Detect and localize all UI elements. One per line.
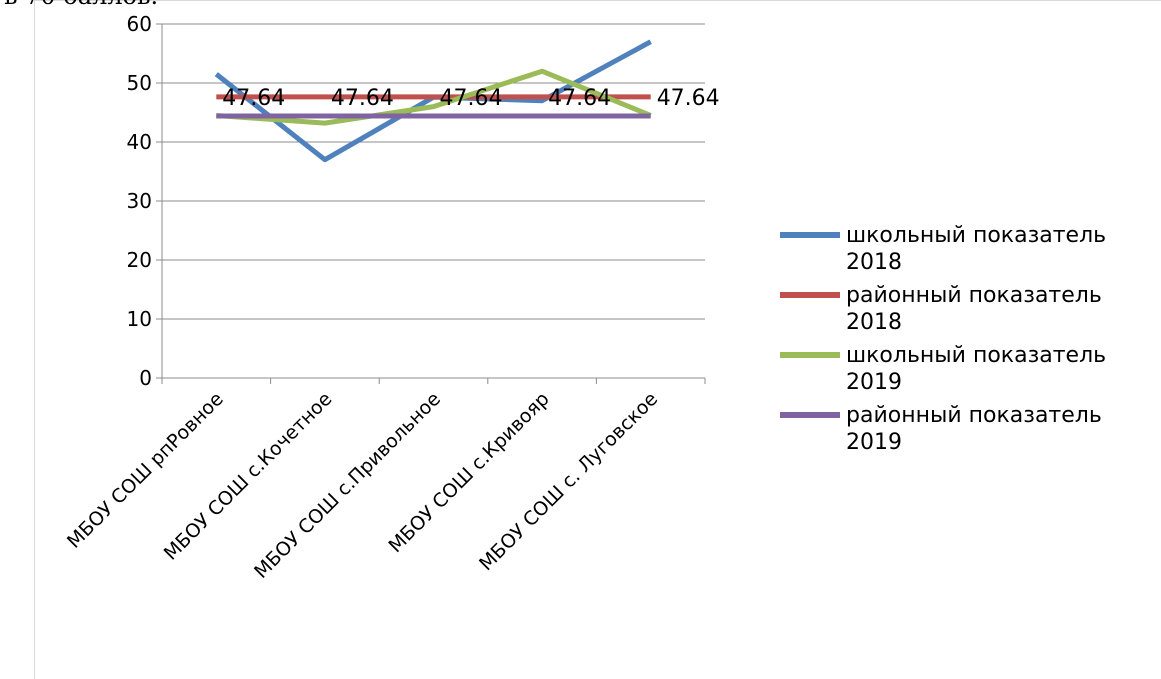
data-label: 47.64: [440, 86, 503, 111]
y-tick-labels: 0 10 20 30 40 50 60: [127, 12, 152, 390]
y-tick-label: 0: [139, 366, 152, 390]
axes: [156, 23, 706, 384]
legend-swatch: [780, 352, 840, 358]
y-tick-label: 20: [127, 248, 152, 272]
legend-item: районный показатель 2019: [780, 402, 1155, 456]
data-labels: 47.64 47.64 47.64 47.64 47.64: [222, 86, 719, 111]
legend-label: районный показатель 2018: [846, 283, 1102, 335]
legend-label: школьный показатель 2019: [846, 343, 1107, 395]
category-label: МБОУ СОШ с.Привольное: [250, 388, 445, 583]
legend-label: районный показатель 2019: [846, 403, 1102, 455]
data-label: 47.64: [548, 86, 611, 111]
gridlines: [162, 23, 705, 320]
category-label: МБОУ СОШ с. Луговское: [475, 388, 662, 575]
y-tick-label: 30: [127, 189, 152, 213]
legend-swatch: [780, 292, 840, 298]
chart-frame: [34, 0, 1161, 679]
legend: школьный показатель 2018 районный показат…: [780, 222, 1155, 462]
legend-item: школьный показатель 2018: [780, 222, 1155, 276]
legend-item: районный показатель 2018: [780, 282, 1155, 336]
document-text-fragment: в 70 баллов.: [4, 0, 158, 10]
data-label: 47.64: [222, 86, 285, 111]
y-tick-label: 10: [127, 307, 152, 331]
y-tick-label: 60: [127, 12, 152, 36]
data-label: 47.64: [331, 86, 394, 111]
data-label: 47.64: [657, 86, 720, 111]
legend-label: школьный показатель 2018: [846, 223, 1107, 275]
y-tick-label: 50: [127, 71, 152, 95]
legend-swatch: [780, 232, 840, 238]
series-lines: [214, 39, 652, 163]
legend-item: школьный показатель 2019: [780, 342, 1155, 396]
y-tick-label: 40: [127, 130, 152, 154]
legend-swatch: [780, 412, 840, 418]
